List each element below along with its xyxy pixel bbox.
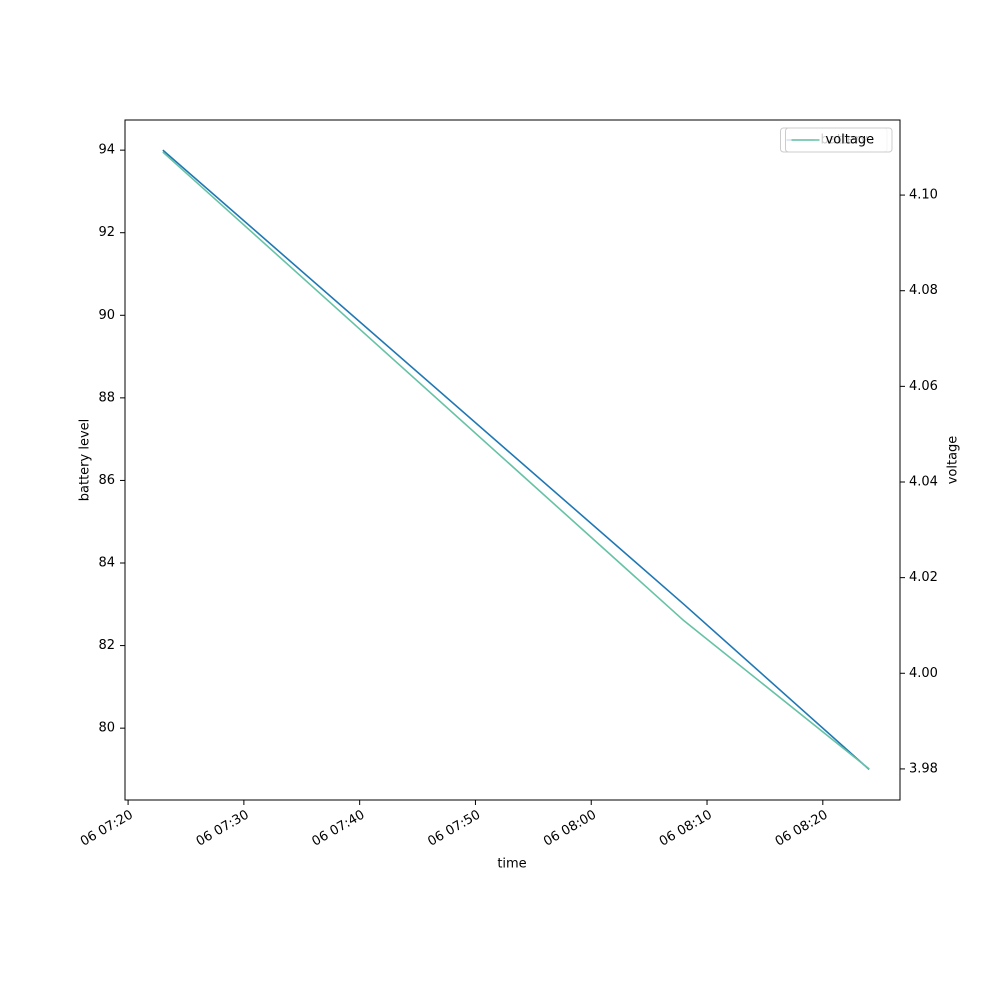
y2-tick-label: 4.08 xyxy=(909,283,938,298)
series-line xyxy=(162,151,870,770)
y-tick-label: 82 xyxy=(98,638,115,653)
y-tick-label: 86 xyxy=(98,473,115,488)
y2-tick-label: 4.06 xyxy=(909,379,938,394)
y-tick-label: 84 xyxy=(98,556,115,571)
y-tick-label: 92 xyxy=(98,225,115,240)
plot-frame xyxy=(124,119,901,801)
y2-tick-label: 4.00 xyxy=(909,666,938,681)
y2-tick-label: 4.02 xyxy=(909,570,938,585)
y-axis-label: battery level xyxy=(78,419,93,502)
y2-tick-label: 4.04 xyxy=(909,474,938,489)
y-tick-label: 80 xyxy=(98,721,115,736)
y-tick-label: 94 xyxy=(98,143,115,158)
legend-box xyxy=(785,127,893,153)
y2-tick-label: 4.10 xyxy=(909,188,938,203)
x-axis-label: time xyxy=(497,857,526,872)
y-tick-label: 90 xyxy=(98,308,115,323)
y2-axis-label: voltage xyxy=(946,436,961,485)
y2-tick-label: 3.98 xyxy=(909,761,938,776)
series-line xyxy=(162,149,870,771)
y-tick-label: 88 xyxy=(98,390,115,405)
legend-label: voltage xyxy=(826,133,875,148)
